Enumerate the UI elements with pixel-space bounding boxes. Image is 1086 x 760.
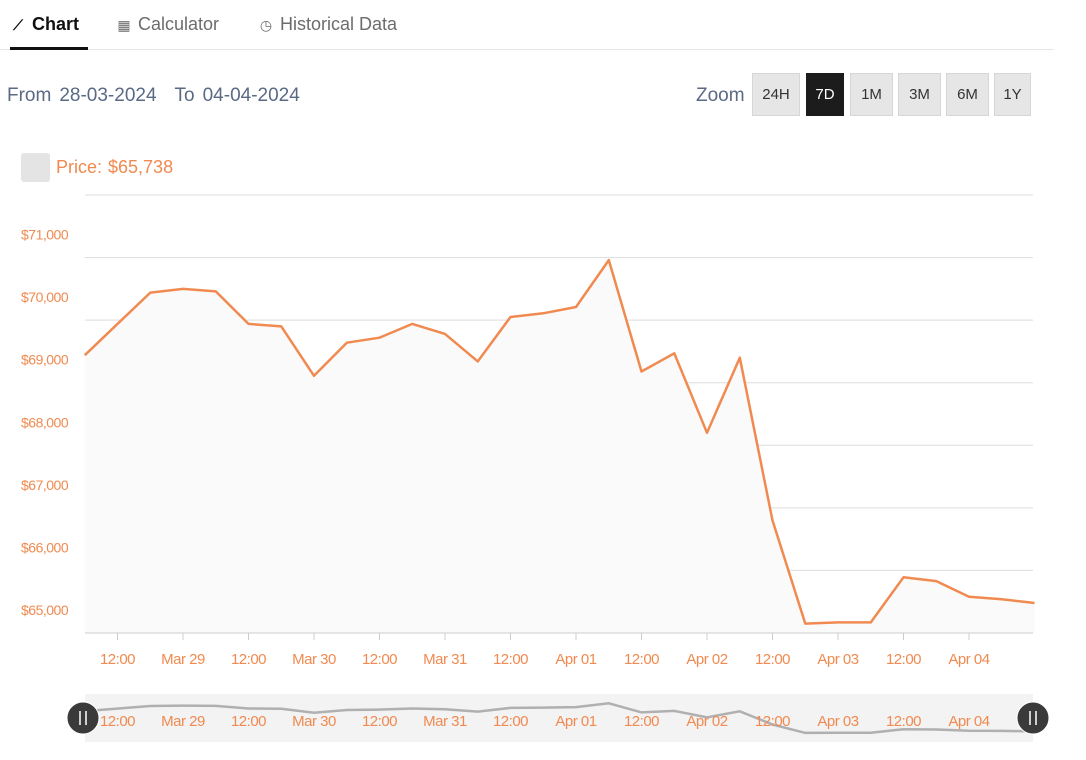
y-tick-label: $67,000 (21, 477, 69, 493)
tab-historical-data-label: Historical Data (280, 14, 398, 34)
history-icon: ◷ (259, 17, 273, 33)
x-tick-label: Mar 30 (292, 651, 336, 668)
tab-calculator[interactable]: ▦ Calculator (116, 14, 219, 50)
navigator-tick-label: Apr 02 (686, 713, 727, 730)
navigator-tick-label: 12:00 (231, 713, 266, 730)
zoom-1m-button[interactable]: 1M (850, 73, 893, 116)
x-tick-label: 12:00 (362, 651, 397, 668)
handle-knob (1016, 701, 1050, 735)
handle-knob (66, 701, 100, 735)
x-tick-label: 12:00 (755, 651, 790, 668)
x-tick-label: Apr 01 (555, 651, 596, 668)
navigator-tick-label: Mar 30 (292, 713, 336, 730)
navigator-series-line (84, 702, 1035, 735)
navigator-handle-right[interactable] (1016, 701, 1050, 735)
navigator-tick-label: 12:00 (100, 713, 135, 730)
navigator-tick-label: Apr 01 (555, 713, 596, 730)
to-label: To (174, 85, 195, 106)
x-tick-label: 12:00 (100, 651, 135, 668)
navigator-tick-label: Mar 29 (161, 713, 205, 730)
zoom-6m-button[interactable]: 6M (946, 73, 989, 116)
x-tick-label: Apr 04 (948, 651, 989, 668)
x-tick-label: Mar 29 (161, 651, 205, 668)
from-label: From (7, 85, 52, 106)
zoom-7d-button[interactable]: 7D (806, 73, 844, 116)
navigator-tick-label: 12:00 (493, 713, 528, 730)
navigator-tick-label: 12:00 (624, 713, 659, 730)
navigator-tick-label: 12:00 (886, 713, 921, 730)
price-area-fill (84, 260, 1035, 633)
from-date[interactable]: 28-03-2024 (59, 85, 157, 106)
y-tick-label: $68,000 (21, 414, 69, 430)
x-tick-label: 12:00 (231, 651, 266, 668)
tab-chart-label: Chart (32, 14, 80, 34)
y-tick-label: $66,000 (21, 539, 69, 555)
y-tick-label: $69,000 (21, 352, 69, 368)
navigator-background[interactable] (85, 694, 1033, 742)
y-tick-label: $65,000 (21, 602, 69, 618)
navigator-tick-label: 12:00 (362, 713, 397, 730)
y-tick-label: $70,000 (21, 289, 69, 305)
navigator-tick-label: Apr 03 (817, 713, 858, 730)
x-tick-label: 12:00 (624, 651, 659, 668)
date-range: From 28-03-2024 To 04-04-2024 (7, 85, 318, 107)
navigator-tick-label: Mar 31 (423, 713, 467, 730)
y-tick-label: $71,000 (21, 227, 69, 243)
x-tick-label: 12:00 (886, 651, 921, 668)
x-tick-label: 12:00 (493, 651, 528, 668)
navigator-tick-label: 12:00 (755, 713, 790, 730)
zoom-24h-button[interactable]: 24H (752, 73, 800, 116)
legend-price-value: $65,738 (108, 156, 174, 177)
legend-label: Price: (56, 156, 103, 177)
chart-line-icon: ⟋ (13, 17, 23, 33)
zoom-3m-button[interactable]: 3M (898, 73, 941, 116)
navigator-tick-label: Apr 04 (948, 713, 989, 730)
tab-historical-data[interactable]: ◷ Historical Data (258, 14, 397, 50)
calculator-icon: ▦ (117, 17, 131, 33)
tab-chart[interactable]: ⟋ Chart (10, 14, 88, 50)
tab-bar: ⟋ Chart ▦ Calculator ◷ Historical Data (0, 0, 1054, 50)
zoom-label: Zoom (696, 85, 745, 106)
tab-calculator-label: Calculator (138, 14, 220, 34)
legend-item-price[interactable]: Price: $65,738 (21, 152, 173, 182)
price-series-line (83, 258, 1035, 625)
price-chart: $65,000 $66,000 $67,000 $68,000 $69,000 $70,0… (21, 194, 1050, 742)
legend-swatch (21, 152, 50, 182)
zoom-1y-button[interactable]: 1Y (994, 73, 1031, 116)
x-tick-label: Apr 02 (686, 651, 727, 668)
navigator-handle-left[interactable] (66, 701, 100, 735)
x-tick-label: Apr 03 (817, 651, 858, 668)
x-tick-label: Mar 31 (423, 651, 467, 668)
to-date[interactable]: 04-04-2024 (202, 85, 300, 106)
